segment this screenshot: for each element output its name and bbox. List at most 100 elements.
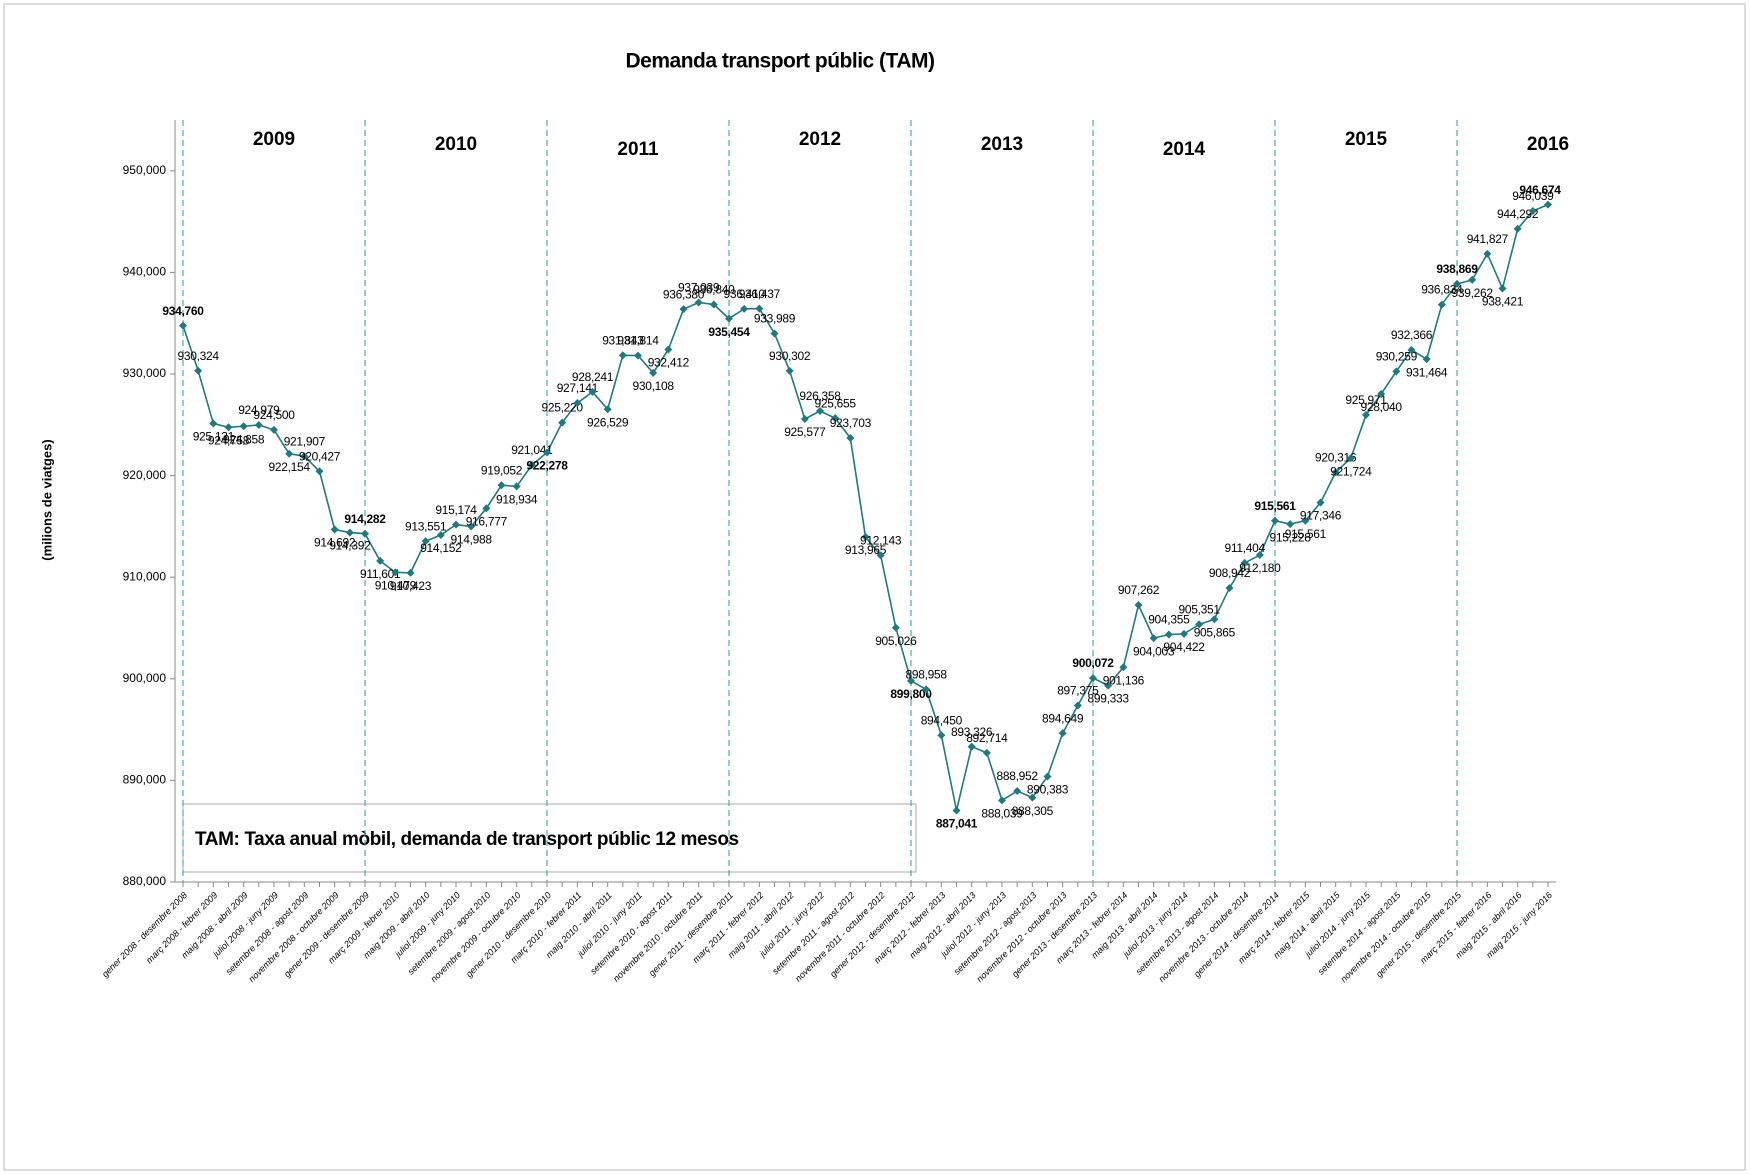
y-axis-label: (milions de viatges) xyxy=(39,439,54,560)
point-marker xyxy=(1149,634,1158,643)
data-label: 912,180 xyxy=(1239,561,1281,575)
point-marker xyxy=(558,418,567,427)
point-marker xyxy=(1331,468,1340,477)
y-tick-label: 950,000 xyxy=(123,163,167,177)
point-marker xyxy=(391,568,400,577)
data-label: 925,220 xyxy=(542,401,584,415)
data-label: 914,392 xyxy=(329,539,371,553)
data-label: 928,040 xyxy=(1361,400,1403,414)
data-label: 928,241 xyxy=(572,370,614,384)
y-tick-label: 900,000 xyxy=(123,671,167,685)
data-label: 931,843 xyxy=(602,333,644,347)
data-label: 931,814 xyxy=(617,334,659,348)
data-label: 913,551 xyxy=(405,519,447,533)
point-marker xyxy=(1422,355,1431,364)
point-marker xyxy=(876,551,885,560)
point-marker xyxy=(831,414,840,423)
point-marker xyxy=(1483,249,1492,258)
data-label: 932,412 xyxy=(648,356,690,370)
point-marker xyxy=(1544,200,1552,209)
data-label: 892,714 xyxy=(966,731,1008,745)
point-marker xyxy=(1073,701,1082,710)
data-label: 921,724 xyxy=(1330,464,1372,478)
data-label: 893,326 xyxy=(951,725,993,739)
data-label: 898,958 xyxy=(906,668,948,682)
year-label: 2015 xyxy=(1345,129,1388,150)
point-marker xyxy=(270,425,278,434)
y-tick-label: 930,000 xyxy=(123,366,167,380)
data-label: 936,840 xyxy=(693,283,735,297)
data-label: 900,072 xyxy=(1072,656,1114,670)
point-marker xyxy=(512,482,521,491)
point-marker xyxy=(891,623,900,632)
point-marker xyxy=(1164,630,1173,639)
year-label: 2013 xyxy=(981,134,1023,155)
point-marker xyxy=(1180,629,1188,638)
point-marker xyxy=(497,481,506,490)
data-label: 911,601 xyxy=(360,567,401,581)
data-label: 887,041 xyxy=(936,817,978,831)
data-label: 899,333 xyxy=(1088,692,1130,706)
point-marker xyxy=(467,522,476,531)
data-label: 930,108 xyxy=(633,379,675,393)
data-label: 925,131 xyxy=(193,430,235,444)
point-marker xyxy=(1286,520,1295,529)
data-label: 935,454 xyxy=(708,325,750,339)
data-label: 934,760 xyxy=(162,304,204,318)
data-label: 904,355 xyxy=(1148,613,1190,627)
point-marker xyxy=(603,405,612,414)
point-marker xyxy=(588,387,597,396)
point-marker xyxy=(1377,389,1386,398)
point-marker xyxy=(816,407,824,416)
data-label: 924,858 xyxy=(223,432,265,446)
data-label: 901,136 xyxy=(1103,673,1145,687)
point-marker xyxy=(315,467,324,476)
data-label: 925,655 xyxy=(815,396,857,410)
data-label: 912,143 xyxy=(860,534,902,548)
point-marker xyxy=(1453,279,1461,288)
data-label: 904,003 xyxy=(1133,644,1175,658)
chart-title: Demanda transport públic (TAM) xyxy=(626,50,935,73)
y-tick-label: 940,000 xyxy=(123,265,167,279)
point-marker xyxy=(194,366,203,375)
data-label: 936,834 xyxy=(1421,283,1463,297)
annotation: TAM: Taxa anual mòbil, demanda de transp… xyxy=(195,829,739,850)
data-label: 905,351 xyxy=(1179,603,1221,617)
point-marker xyxy=(452,520,460,529)
point-marker xyxy=(285,449,294,458)
point-marker xyxy=(740,304,749,313)
point-marker xyxy=(1392,367,1401,376)
data-label: 938,421 xyxy=(1482,295,1524,309)
data-label: 888,039 xyxy=(981,806,1023,820)
point-marker xyxy=(543,448,551,457)
data-label: 933,989 xyxy=(754,312,796,326)
point-marker xyxy=(436,531,445,540)
year-label: 2016 xyxy=(1527,134,1569,155)
year-label: 2014 xyxy=(1163,139,1206,160)
point-marker xyxy=(998,796,1006,805)
data-label: 938,869 xyxy=(1436,262,1478,276)
data-label: 899,800 xyxy=(890,687,932,701)
data-label: 919,052 xyxy=(481,463,523,477)
point-marker xyxy=(1240,558,1249,567)
point-marker xyxy=(785,366,794,375)
data-label: 915,561 xyxy=(1285,527,1327,541)
data-label: 907,262 xyxy=(1118,583,1160,597)
data-label: 908,942 xyxy=(1209,566,1251,580)
data-label: 888,952 xyxy=(997,769,1039,783)
data-label: 914,988 xyxy=(451,533,493,547)
data-label: 910,479 xyxy=(375,579,417,593)
data-label: 936,437 xyxy=(739,287,781,301)
series-line xyxy=(182,203,1549,811)
data-label: 897,375 xyxy=(1057,684,1099,698)
point-marker xyxy=(1195,620,1204,629)
point-marker xyxy=(694,298,703,307)
point-marker xyxy=(1513,224,1522,233)
point-marker xyxy=(1013,787,1022,796)
data-label: 937,039 xyxy=(678,281,720,295)
data-label: 921,041 xyxy=(511,443,553,457)
data-label: 888,305 xyxy=(1012,804,1054,818)
point-marker xyxy=(527,461,536,470)
year-label: 2012 xyxy=(799,129,841,150)
point-marker xyxy=(1498,284,1507,293)
